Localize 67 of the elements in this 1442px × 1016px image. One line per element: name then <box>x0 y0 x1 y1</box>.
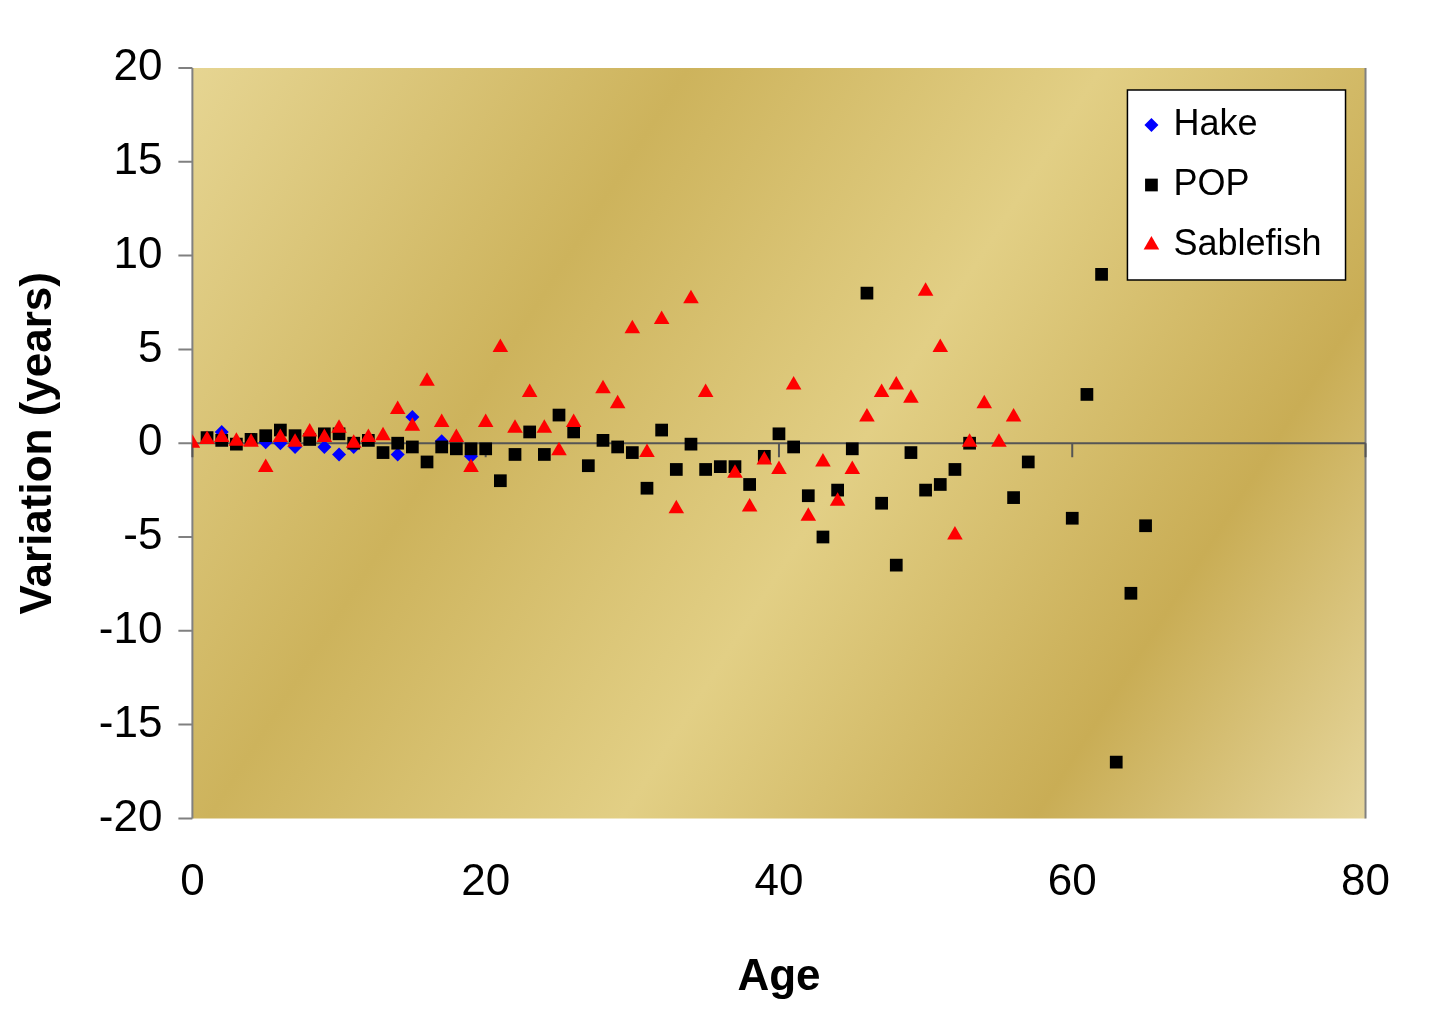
point <box>624 319 641 334</box>
point <box>991 433 1007 447</box>
y-tick-label: -20 <box>98 790 163 840</box>
point <box>301 422 318 437</box>
point <box>375 426 391 441</box>
point <box>463 458 479 473</box>
point <box>595 379 611 394</box>
y-tick-label: 20 <box>113 40 163 90</box>
x-tick-label: 40 <box>754 854 804 904</box>
point <box>653 310 670 324</box>
point <box>888 376 905 390</box>
point <box>873 383 890 398</box>
point <box>257 458 274 473</box>
point <box>272 428 289 443</box>
point <box>1005 407 1022 422</box>
y-tick-label: 5 <box>137 321 163 371</box>
point <box>668 499 685 514</box>
point <box>932 338 949 353</box>
point <box>947 526 963 540</box>
point <box>771 460 787 474</box>
point <box>565 413 582 428</box>
point <box>360 428 377 443</box>
point <box>536 419 553 433</box>
point <box>448 428 465 443</box>
legend-label: Hake <box>1173 101 1258 143</box>
x-tick-label: 80 <box>1341 854 1391 904</box>
point <box>829 492 846 506</box>
point <box>917 282 934 296</box>
point <box>609 394 626 409</box>
point <box>785 376 802 390</box>
point <box>331 419 347 433</box>
point <box>815 452 831 467</box>
point <box>389 400 406 414</box>
point <box>507 419 523 433</box>
y-tick-label: 10 <box>113 227 163 277</box>
point <box>287 433 303 447</box>
y-tick-label: -5 <box>123 509 163 559</box>
x-axis-title: Age <box>737 949 821 999</box>
point <box>727 464 743 478</box>
point <box>228 432 245 446</box>
y-tick-label: 15 <box>113 133 163 183</box>
point <box>976 394 993 409</box>
point <box>844 460 861 474</box>
x-tick-label: 20 <box>461 854 511 904</box>
point <box>903 389 919 403</box>
point <box>800 507 817 521</box>
point <box>683 289 699 304</box>
point <box>492 338 509 353</box>
y-tick-label: 0 <box>137 415 163 465</box>
y-tick-label: -10 <box>98 602 163 652</box>
x-tick-label: 0 <box>180 854 205 904</box>
point <box>551 441 567 456</box>
point <box>697 383 714 398</box>
y-tick-label: -15 <box>98 696 163 746</box>
legend-label: Sablefish <box>1173 221 1322 263</box>
point <box>859 407 875 422</box>
point <box>213 428 230 443</box>
point <box>639 443 655 458</box>
point <box>521 383 538 398</box>
point <box>741 497 758 512</box>
point <box>419 372 435 386</box>
y-axis-title: Variation (years) <box>10 272 60 615</box>
point <box>433 413 450 428</box>
point <box>404 417 421 431</box>
x-tick-label: 60 <box>1047 854 1097 904</box>
legend-label: POP <box>1173 161 1250 203</box>
point <box>477 413 494 428</box>
